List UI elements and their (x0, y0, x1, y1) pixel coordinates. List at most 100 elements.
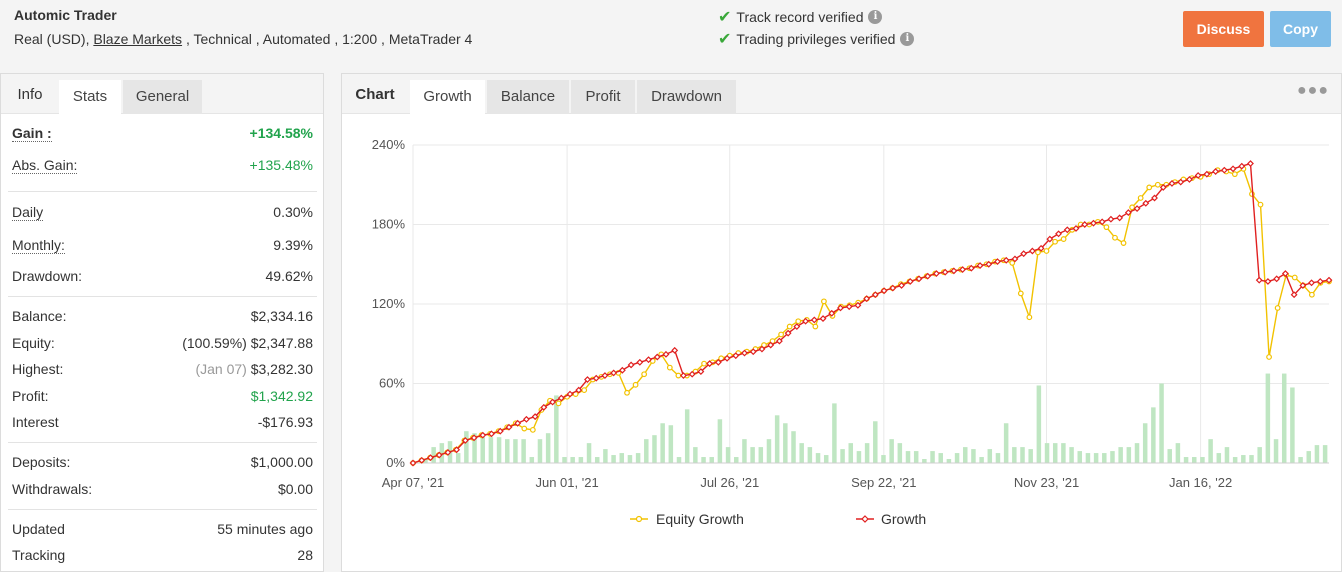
chart-bar (1281, 373, 1287, 463)
chart-bar (1314, 445, 1320, 463)
chart-bar (1232, 457, 1238, 463)
discuss-button[interactable]: Discuss (1183, 11, 1264, 47)
data-point-growth (880, 287, 888, 295)
chart-bar (611, 455, 616, 463)
data-point-growth (1273, 275, 1281, 283)
chart-bar (791, 431, 796, 463)
x-tick-label: Jan 16, '22 (1169, 475, 1232, 490)
stat-value: $2,347.88 (250, 335, 313, 351)
data-point-growth (679, 372, 687, 379)
stat-profit: Profit: $1,342.92 (12, 388, 313, 410)
chart-bar (439, 443, 445, 463)
info-icon[interactable]: i (900, 32, 915, 46)
data-point-growth (775, 337, 783, 345)
tab-stats[interactable]: Stats (59, 80, 121, 115)
tab-profit[interactable]: Profit (571, 80, 635, 114)
tab-general[interactable]: General (123, 80, 202, 114)
stat-label[interactable]: Daily (12, 204, 44, 221)
data-point-equity (769, 338, 776, 345)
chart-bar (1241, 455, 1246, 463)
y-tick-label: 180% (372, 217, 406, 232)
chart-bar (897, 443, 903, 463)
data-point-growth (1002, 256, 1010, 264)
stat-value: +135.48% (249, 157, 313, 173)
chart-bar (734, 457, 739, 463)
chart-bar (1020, 447, 1025, 463)
tab-growth[interactable]: Growth (410, 80, 485, 115)
data-point-growth (1299, 282, 1307, 289)
tab-drawdown[interactable]: Drawdown (637, 80, 736, 114)
stat-label: Equity: (12, 335, 55, 351)
chart-bar (799, 443, 804, 463)
data-point-equity (701, 360, 707, 367)
chart-bar (783, 423, 788, 463)
stat-label[interactable]: Abs. Gain: (12, 157, 78, 174)
more-dots-icon[interactable]: ●●● (1297, 82, 1329, 99)
data-point-growth (741, 349, 748, 357)
stat-value: +134.58% (249, 125, 313, 141)
x-tick-label: Nov 23, '21 (1014, 475, 1079, 490)
data-point-growth (924, 272, 932, 280)
chart-bar (938, 453, 943, 463)
data-point-equity (1120, 240, 1127, 246)
tab-balance[interactable]: Balance (487, 80, 569, 114)
chart-bar (1061, 443, 1066, 463)
chart-bar (1052, 443, 1058, 463)
chart-bar (701, 457, 706, 463)
chart-bar (423, 459, 428, 463)
data-point-equity (1291, 274, 1298, 281)
chart-bar (930, 451, 935, 463)
copy-button[interactable]: Copy (1270, 11, 1331, 47)
chart-bar (823, 455, 829, 463)
data-point-growth (898, 282, 905, 289)
chart-bar (570, 457, 575, 463)
x-tick-label: Apr 07, '21 (382, 475, 444, 490)
legend-label-equity: Equity Growth (656, 511, 744, 527)
data-point-growth (610, 369, 618, 377)
info-icon[interactable]: i (868, 10, 883, 24)
chart-bar (766, 439, 772, 463)
chart-bar (1126, 447, 1132, 463)
data-point-growth (1281, 270, 1289, 277)
data-point-growth (1212, 168, 1220, 175)
data-point-growth (653, 353, 661, 361)
stat-value: -$176.93 (257, 414, 313, 430)
data-point-growth (706, 360, 714, 368)
data-point-equity (529, 426, 536, 433)
tab-info[interactable]: Info (17, 86, 43, 103)
chart-bar (1167, 449, 1172, 463)
data-point-growth (1308, 279, 1316, 287)
data-point-growth (932, 270, 940, 277)
data-point-equity (812, 323, 819, 330)
data-point-growth (1011, 255, 1019, 263)
chart-bar (717, 419, 723, 463)
page-title: Automic Trader (14, 7, 117, 23)
data-point-growth (1264, 278, 1272, 285)
data-point-growth (549, 398, 557, 406)
stat-balance: Balance: $2,334.16 (12, 308, 313, 330)
data-point-growth (1220, 166, 1228, 174)
data-point-growth (889, 284, 897, 292)
chart-bar (496, 437, 502, 463)
chart-bar (1175, 443, 1181, 463)
chart-bar (464, 431, 469, 463)
data-point-growth (1124, 209, 1132, 217)
chart-bar (1003, 423, 1009, 463)
data-point-equity (581, 387, 588, 394)
chart-bar (922, 459, 927, 463)
data-point-equity (1231, 171, 1238, 178)
verification-label: Trading privileges verified (736, 31, 896, 47)
tab-chart[interactable]: Chart (355, 86, 395, 103)
data-point-growth (522, 415, 530, 423)
data-point-growth (749, 348, 757, 356)
data-point-equity (1052, 238, 1058, 245)
chart-bar (660, 423, 665, 463)
broker-link[interactable]: Blaze Markets (93, 31, 183, 47)
stat-value: $2,334.16 (250, 308, 313, 324)
stat-label[interactable]: Gain : (12, 125, 52, 142)
data-point-equity (1017, 290, 1024, 297)
data-point-growth (871, 291, 879, 299)
data-point-growth (1203, 170, 1211, 178)
data-point-growth (671, 346, 679, 354)
stat-label[interactable]: Monthly: (12, 237, 65, 254)
